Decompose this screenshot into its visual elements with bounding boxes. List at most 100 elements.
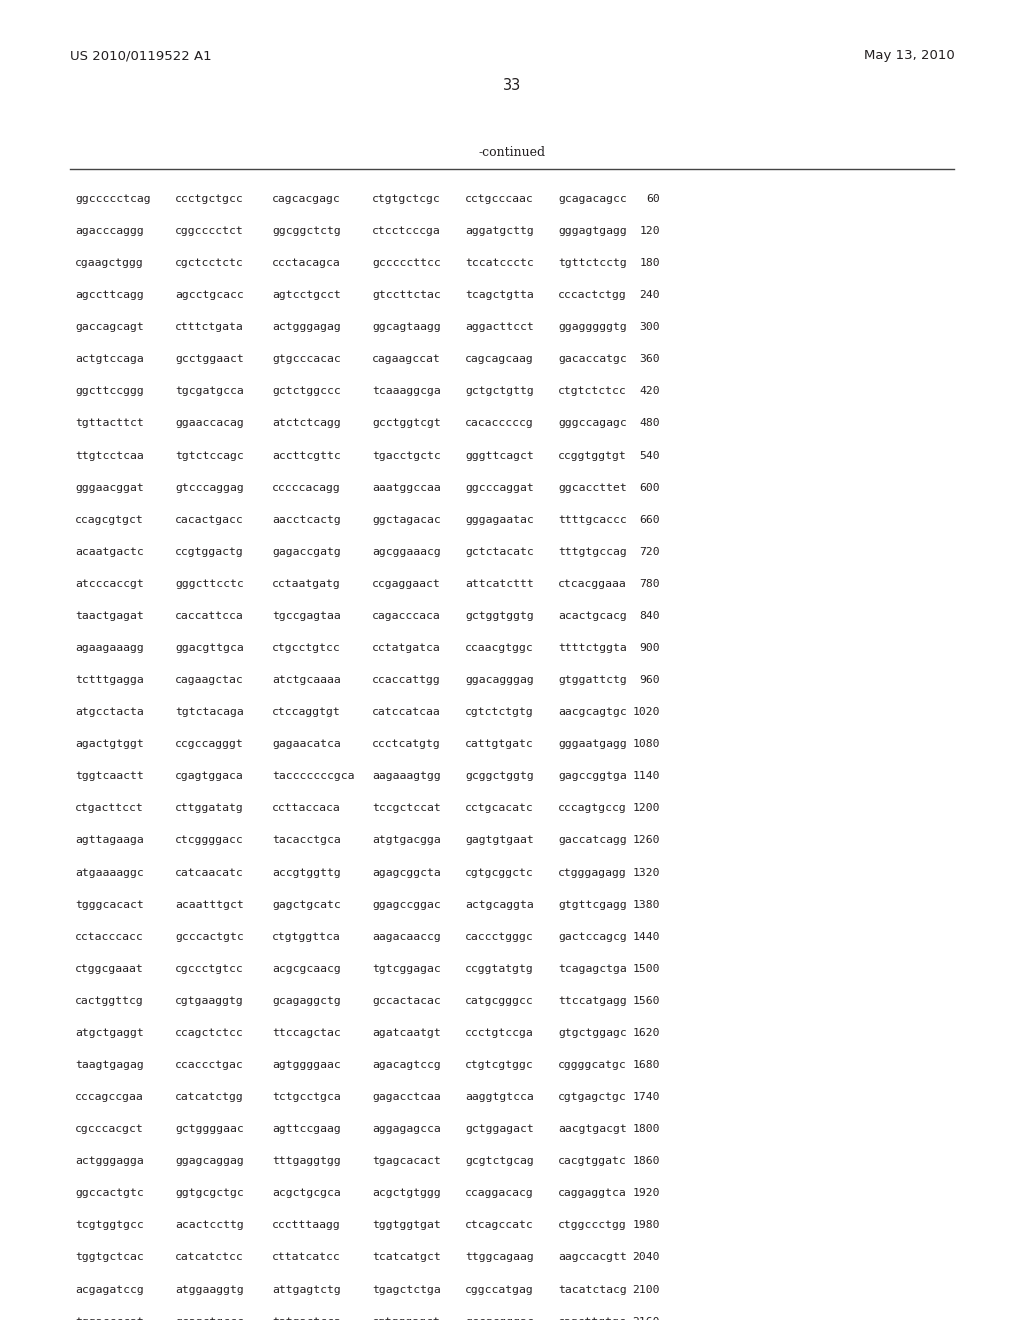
- Text: 1260: 1260: [633, 836, 660, 846]
- Text: gagaacatca: gagaacatca: [272, 739, 341, 750]
- Text: agacccaggg: agacccaggg: [75, 226, 143, 236]
- Text: 1440: 1440: [633, 932, 660, 941]
- Text: tgtctacaga: tgtctacaga: [175, 708, 244, 717]
- Text: atctgcaaaa: atctgcaaaa: [272, 675, 341, 685]
- Text: gggcttcctc: gggcttcctc: [175, 579, 244, 589]
- Text: tcgtggtgcc: tcgtggtgcc: [75, 1221, 143, 1230]
- Text: 300: 300: [639, 322, 660, 333]
- Text: 2040: 2040: [633, 1253, 660, 1262]
- Text: ccaccattgg: ccaccattgg: [372, 675, 440, 685]
- Text: ctgtggttca: ctgtggttca: [272, 932, 341, 941]
- Text: cagacccaca: cagacccaca: [372, 611, 440, 620]
- Text: gctctacatc: gctctacatc: [465, 546, 534, 557]
- Text: agttccgaag: agttccgaag: [272, 1125, 341, 1134]
- Text: ctcagccatc: ctcagccatc: [465, 1221, 534, 1230]
- Text: gcccactgtc: gcccactgtc: [175, 932, 244, 941]
- Text: gtgttcgagg: gtgttcgagg: [558, 900, 627, 909]
- Text: agactgtggt: agactgtggt: [75, 739, 143, 750]
- Text: gctggtggtg: gctggtggtg: [465, 611, 534, 620]
- Text: ggagggggtg: ggagggggtg: [558, 322, 627, 333]
- Text: tacccccccgca: tacccccccgca: [272, 771, 354, 781]
- Text: catccatcaa: catccatcaa: [372, 708, 440, 717]
- Text: tttgaggtgg: tttgaggtgg: [272, 1156, 341, 1167]
- Text: taagtgagag: taagtgagag: [75, 1060, 143, 1071]
- Text: 120: 120: [639, 226, 660, 236]
- Text: ctcggggacc: ctcggggacc: [175, 836, 244, 846]
- Text: 180: 180: [639, 259, 660, 268]
- Text: ggcggctctg: ggcggctctg: [272, 226, 341, 236]
- Text: ttgtcctcaa: ttgtcctcaa: [75, 450, 143, 461]
- Text: 2100: 2100: [633, 1284, 660, 1295]
- Text: gtcccaggag: gtcccaggag: [175, 483, 244, 492]
- Text: cgagtggaca: cgagtggaca: [175, 771, 244, 781]
- Text: ccagctctcc: ccagctctcc: [175, 1028, 244, 1038]
- Text: cccccacagg: cccccacagg: [272, 483, 341, 492]
- Text: cgctcctctc: cgctcctctc: [175, 259, 244, 268]
- Text: ccctgctgcc: ccctgctgcc: [175, 194, 244, 205]
- Text: agttagaaga: agttagaaga: [75, 836, 143, 846]
- Text: May 13, 2010: May 13, 2010: [863, 49, 954, 62]
- Text: agatcaatgt: agatcaatgt: [372, 1028, 440, 1038]
- Text: cgaagctggg: cgaagctggg: [75, 259, 143, 268]
- Text: ccaacgtggc: ccaacgtggc: [465, 643, 534, 653]
- Text: tcagagctga: tcagagctga: [558, 964, 627, 974]
- Text: gagctgcatc: gagctgcatc: [272, 900, 341, 909]
- Text: gagaccgatg: gagaccgatg: [272, 546, 341, 557]
- Text: agagcggcta: agagcggcta: [372, 867, 440, 878]
- Text: cctacccacc: cctacccacc: [75, 932, 143, 941]
- Text: gaccagcagt: gaccagcagt: [75, 322, 143, 333]
- Text: tggtcaactt: tggtcaactt: [75, 771, 143, 781]
- Text: ccaggacacg: ccaggacacg: [465, 1188, 534, 1199]
- Text: acaatttgct: acaatttgct: [175, 900, 244, 909]
- Text: caccctgggc: caccctgggc: [465, 932, 534, 941]
- Text: gcggctggtg: gcggctggtg: [465, 771, 534, 781]
- Text: 1860: 1860: [633, 1156, 660, 1167]
- Text: catcatctcc: catcatctcc: [175, 1253, 244, 1262]
- Text: tgttacttct: tgttacttct: [75, 418, 143, 429]
- Text: cctgcccaac: cctgcccaac: [465, 194, 534, 205]
- Text: ggcccaggat: ggcccaggat: [465, 483, 534, 492]
- Text: aggatgcttg: aggatgcttg: [465, 226, 534, 236]
- Text: cgtgcggctc: cgtgcggctc: [465, 867, 534, 878]
- Text: cgtgggagct: cgtgggagct: [372, 1316, 440, 1320]
- Text: cccagccgaa: cccagccgaa: [75, 1092, 143, 1102]
- Text: gtccttctac: gtccttctac: [372, 290, 440, 300]
- Text: cagaagctac: cagaagctac: [175, 675, 244, 685]
- Text: gcagacagcc: gcagacagcc: [558, 194, 627, 205]
- Text: gcctggtcgt: gcctggtcgt: [372, 418, 440, 429]
- Text: ctggccctgg: ctggccctgg: [558, 1221, 627, 1230]
- Text: tgagcacact: tgagcacact: [372, 1156, 440, 1167]
- Text: actgtccaga: actgtccaga: [75, 354, 143, 364]
- Text: gcagaggctg: gcagaggctg: [272, 995, 341, 1006]
- Text: catcatctgg: catcatctgg: [175, 1092, 244, 1102]
- Text: 900: 900: [639, 643, 660, 653]
- Text: actgggagga: actgggagga: [75, 1156, 143, 1167]
- Text: ctgtctctcc: ctgtctctcc: [558, 387, 627, 396]
- Text: cggggcatgc: cggggcatgc: [558, 1060, 627, 1071]
- Text: ttttctggta: ttttctggta: [558, 643, 627, 653]
- Text: acgctgtggg: acgctgtggg: [372, 1188, 440, 1199]
- Text: gactccagcg: gactccagcg: [558, 932, 627, 941]
- Text: tcatcatgct: tcatcatgct: [372, 1253, 440, 1262]
- Text: -continued: -continued: [478, 145, 546, 158]
- Text: tcagctgtta: tcagctgtta: [465, 290, 534, 300]
- Text: gggccagagc: gggccagagc: [558, 418, 627, 429]
- Text: cactggttcg: cactggttcg: [75, 995, 143, 1006]
- Text: ctgggagagg: ctgggagagg: [558, 867, 627, 878]
- Text: agacagtccg: agacagtccg: [372, 1060, 440, 1071]
- Text: cagcacgagc: cagcacgagc: [272, 194, 341, 205]
- Text: tgggcacact: tgggcacact: [75, 900, 143, 909]
- Text: tggtggtgat: tggtggtgat: [372, 1221, 440, 1230]
- Text: atgctgaggt: atgctgaggt: [75, 1028, 143, 1038]
- Text: acgagatccg: acgagatccg: [75, 1284, 143, 1295]
- Text: cctaatgatg: cctaatgatg: [272, 579, 341, 589]
- Text: cttatcatcc: cttatcatcc: [272, 1253, 341, 1262]
- Text: taactgagat: taactgagat: [75, 611, 143, 620]
- Text: acgctgcgca: acgctgcgca: [272, 1188, 341, 1199]
- Text: tacatctacg: tacatctacg: [558, 1284, 627, 1295]
- Text: cggcccctct: cggcccctct: [175, 226, 244, 236]
- Text: tgttctcctg: tgttctcctg: [558, 259, 627, 268]
- Text: gctggagact: gctggagact: [465, 1125, 534, 1134]
- Text: 1320: 1320: [633, 867, 660, 878]
- Text: cacactgacc: cacactgacc: [175, 515, 244, 525]
